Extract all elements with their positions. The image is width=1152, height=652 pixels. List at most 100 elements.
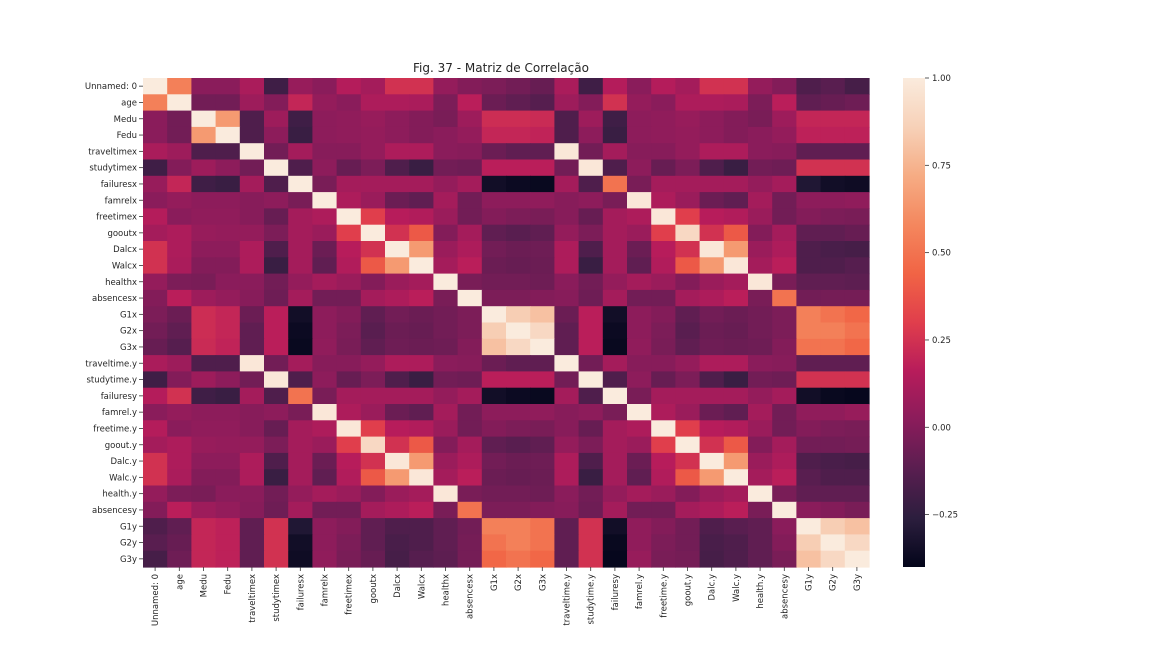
heatmap-cell [239, 436, 265, 454]
heatmap-cell [723, 534, 749, 552]
heatmap-cell [433, 94, 459, 112]
heatmap-cell [385, 224, 410, 242]
heatmap-cell [191, 469, 217, 487]
heatmap-cell [675, 485, 701, 503]
y-tick-label: famrel.y [102, 408, 137, 418]
colorbar-tick-label: 0.50 [932, 249, 951, 259]
heatmap-cell [554, 273, 580, 291]
heatmap-cell [385, 159, 410, 177]
heatmap-cell [239, 338, 265, 356]
heatmap-cell [651, 404, 676, 421]
heatmap-cell [578, 224, 604, 242]
heatmap-cell [191, 404, 217, 421]
heatmap-cell [385, 355, 410, 372]
heatmap-cell [844, 143, 870, 161]
y-tick-label: failuresy [101, 392, 137, 402]
heatmap-cell [457, 355, 483, 372]
heatmap-cell [602, 241, 628, 258]
heatmap-cell [360, 452, 386, 470]
heatmap-cell [820, 534, 846, 552]
heatmap-cell [288, 224, 313, 242]
heatmap-cell [288, 322, 313, 340]
heatmap-cell [191, 224, 217, 242]
heatmap-cell [433, 78, 459, 95]
heatmap-cell [844, 110, 870, 128]
heatmap-cell [143, 387, 168, 405]
heatmap-cell [239, 257, 265, 275]
heatmap-cell [675, 94, 701, 112]
heatmap-cell [675, 273, 701, 291]
heatmap-cell [578, 175, 604, 193]
heatmap-cell [264, 306, 289, 324]
heatmap-cell [675, 289, 701, 307]
heatmap-cell [312, 208, 338, 226]
heatmap-cell [481, 224, 507, 242]
heatmap-cell [506, 159, 531, 177]
heatmap-cell [602, 175, 628, 193]
heatmap-cell [288, 420, 313, 438]
heatmap-cell [554, 208, 580, 226]
x-tick-label: age [175, 574, 185, 590]
heatmap-cell [627, 289, 652, 307]
heatmap-cell [554, 143, 580, 161]
x-tick-label: studytimex [272, 574, 282, 622]
heatmap-cell [191, 94, 217, 112]
heatmap-cell [481, 534, 507, 552]
heatmap-cell [578, 159, 604, 177]
x-tick-label: G2x [514, 574, 524, 591]
heatmap-cell [772, 404, 797, 421]
heatmap-cell [409, 192, 434, 209]
x-tick-label: freetime.y [659, 574, 669, 618]
heatmap-cell [506, 94, 531, 112]
heatmap-cell [772, 241, 797, 258]
heatmap-cell [699, 289, 725, 307]
heatmap-cell [699, 485, 725, 503]
heatmap-cell [578, 501, 604, 519]
colorbar-ticks: 1.00 0.75 0.50 0.25 0.00 −0.25 [925, 74, 958, 521]
heatmap-cell [409, 534, 434, 552]
heatmap-cell [675, 78, 701, 95]
heatmap-cell [409, 159, 434, 177]
heatmap-cell [675, 436, 701, 454]
heatmap-cell [360, 94, 386, 112]
x-tick-label: G1x [490, 574, 500, 591]
heatmap-cell [554, 550, 580, 568]
y-tick-label: G3x [120, 343, 137, 353]
heatmap-cell [336, 404, 362, 421]
heatmap-cell [651, 436, 676, 454]
heatmap-cell [409, 436, 434, 454]
heatmap-cell [288, 306, 313, 324]
heatmap-cell [433, 518, 459, 535]
heatmap-cell [844, 371, 870, 389]
heatmap-cell [772, 371, 797, 389]
heatmap-cell [554, 420, 580, 438]
heatmap-cell [385, 550, 410, 568]
heatmap-cell [675, 126, 701, 144]
heatmap-cell [699, 518, 725, 535]
heatmap-cell [433, 159, 459, 177]
heatmap-cell [264, 241, 289, 258]
heatmap-cell [360, 78, 386, 95]
heatmap-cell [820, 257, 846, 275]
heatmap-cell [602, 94, 628, 112]
y-tick-label: studytime.y [86, 376, 137, 386]
heatmap-cell [481, 273, 507, 291]
heatmap-cell [288, 501, 313, 519]
heatmap-cell [264, 208, 289, 226]
heatmap-cell [820, 404, 846, 421]
heatmap-cell [239, 94, 265, 112]
heatmap-cell [627, 143, 652, 161]
heatmap-cell [481, 387, 507, 405]
heatmap-cell [191, 518, 217, 535]
heatmap-cell [409, 110, 434, 128]
heatmap-cell [215, 224, 241, 242]
heatmap-cell [215, 355, 241, 372]
heatmap-cell [336, 143, 362, 161]
heatmap-cell [675, 387, 701, 405]
heatmap-cell [239, 208, 265, 226]
heatmap-cell [675, 192, 701, 209]
heatmap-cell [360, 534, 386, 552]
heatmap-cell [578, 355, 604, 372]
heatmap-cell [748, 322, 773, 340]
heatmap-cell [772, 420, 797, 438]
